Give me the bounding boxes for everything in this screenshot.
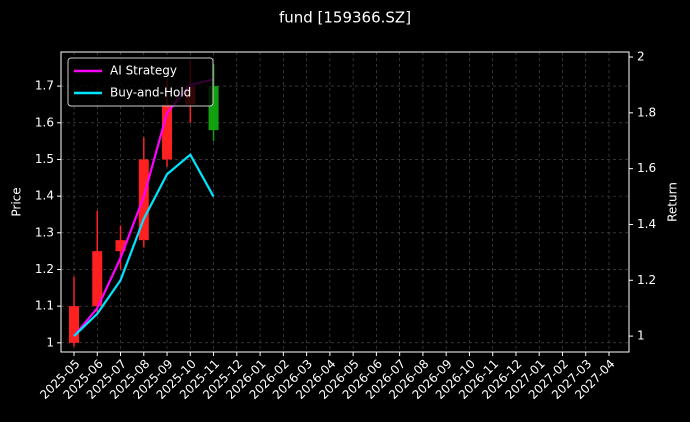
return-line (73, 152, 215, 337)
y-tick-label: 1 (46, 335, 54, 349)
y-tick-label: 1.4 (35, 189, 54, 203)
y2-tick-label: 1.4 (637, 217, 656, 231)
candle-body (208, 86, 219, 131)
candle-body (69, 306, 79, 343)
y2-tick-label: 1.6 (637, 161, 656, 175)
y-tick-label: 1.3 (35, 225, 54, 239)
candle-body (92, 251, 103, 307)
y-tick-label: 1.5 (35, 152, 54, 166)
y-tick-label: 1.7 (35, 79, 54, 93)
y2-tick-label: 1.2 (637, 273, 656, 287)
y-tick-label: 1.6 (35, 115, 54, 129)
y-tick-label: 1.2 (35, 262, 54, 276)
y2-tick-label: 1.8 (637, 105, 656, 119)
y2-tick-label: 1 (637, 329, 645, 343)
plot-frame (60, 51, 630, 353)
legend-label: AI Strategy (110, 64, 177, 78)
y2-tick-label: 2 (637, 50, 645, 64)
candle-body (115, 240, 126, 252)
y2-axis-label: Return (666, 182, 680, 222)
candle-body (162, 104, 173, 160)
y-axis-label: Price (10, 187, 24, 216)
legend-label: Buy-and-Hold (110, 86, 191, 100)
y-tick-label: 1.1 (35, 299, 54, 313)
candle-body (138, 159, 149, 241)
legend-box (67, 57, 214, 107)
chart-title: fund [159366.SZ] (279, 9, 411, 27)
